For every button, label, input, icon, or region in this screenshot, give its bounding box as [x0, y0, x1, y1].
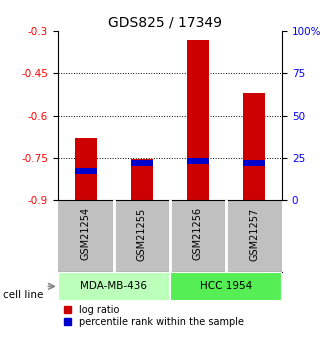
Bar: [170, 272, 282, 301]
Text: GSM21257: GSM21257: [249, 207, 259, 260]
Text: MDA-MB-436: MDA-MB-436: [80, 282, 148, 292]
Bar: [58, 272, 170, 301]
Bar: [131, 160, 153, 166]
Bar: [243, 93, 265, 200]
Bar: [131, 159, 153, 200]
Legend: log ratio, percentile rank within the sample: log ratio, percentile rank within the sa…: [63, 304, 245, 328]
Bar: [187, 40, 209, 200]
Bar: [75, 168, 97, 174]
Bar: [243, 160, 265, 166]
Text: GSM21254: GSM21254: [81, 207, 91, 260]
Text: cell line: cell line: [3, 290, 44, 300]
Bar: [75, 138, 97, 200]
Text: GSM21255: GSM21255: [137, 207, 147, 260]
Text: GSM21256: GSM21256: [193, 207, 203, 260]
Text: HCC 1954: HCC 1954: [200, 282, 252, 292]
Text: GDS825 / 17349: GDS825 / 17349: [108, 16, 222, 30]
Bar: [187, 158, 209, 164]
